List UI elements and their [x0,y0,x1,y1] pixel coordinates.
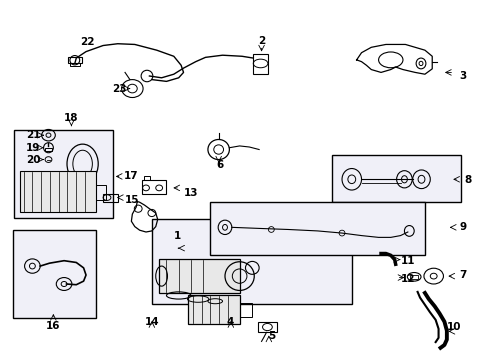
Bar [152,220,351,304]
Bar [144,176,150,180]
Text: 19: 19 [26,143,41,153]
Bar [14,130,113,218]
Text: 5: 5 [267,331,274,341]
Bar [210,202,424,255]
Text: 8: 8 [463,175,470,185]
Text: 2: 2 [257,36,264,45]
Text: 17: 17 [123,171,138,181]
Text: 14: 14 [144,317,159,327]
Bar [331,155,461,202]
Bar [253,54,267,74]
Text: 10: 10 [446,323,461,332]
Text: 22: 22 [80,37,95,47]
Bar [68,57,81,63]
Bar [159,259,239,293]
Bar [257,321,277,332]
Text: 18: 18 [64,113,79,123]
Bar [13,230,96,318]
Text: 3: 3 [458,71,466,81]
Text: 15: 15 [125,195,139,205]
Bar [20,171,96,212]
Bar [44,148,52,151]
Bar [142,180,166,194]
Text: 20: 20 [26,155,41,165]
Text: 4: 4 [226,317,233,327]
Text: 11: 11 [400,256,414,266]
Text: 9: 9 [458,222,465,231]
Text: 23: 23 [112,84,126,94]
Text: 6: 6 [216,160,224,170]
Text: 1: 1 [174,231,181,240]
Text: 13: 13 [183,188,198,198]
Bar [188,296,239,324]
Text: 12: 12 [400,274,414,284]
Bar [103,194,118,202]
Bar [96,185,105,200]
Text: 7: 7 [458,270,466,280]
Text: 21: 21 [26,130,41,140]
Bar [239,303,251,317]
Bar [409,275,417,279]
Text: 16: 16 [46,320,61,330]
Bar [70,63,80,66]
